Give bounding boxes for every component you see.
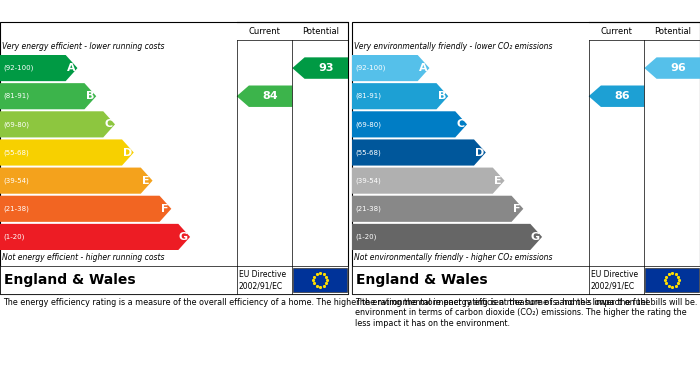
Text: B: B — [438, 91, 446, 101]
Bar — [293, 268, 347, 292]
Text: Not environmentally friendly - higher CO₂ emissions: Not environmentally friendly - higher CO… — [354, 253, 552, 262]
Polygon shape — [644, 57, 700, 79]
Text: E: E — [494, 176, 502, 186]
Text: 96: 96 — [671, 63, 686, 73]
Text: (92-100): (92-100) — [355, 65, 386, 71]
Polygon shape — [0, 140, 134, 165]
Text: G: G — [179, 232, 188, 242]
Text: (39-54): (39-54) — [355, 178, 381, 184]
Text: (1-20): (1-20) — [355, 234, 377, 240]
Polygon shape — [0, 196, 172, 222]
Text: England & Wales: England & Wales — [4, 273, 136, 287]
Polygon shape — [0, 83, 96, 109]
Polygon shape — [0, 168, 153, 194]
Text: 93: 93 — [318, 63, 334, 73]
Text: A: A — [66, 63, 75, 73]
Text: G: G — [531, 232, 540, 242]
Polygon shape — [352, 83, 448, 109]
Text: F: F — [513, 204, 521, 214]
Text: Environmental Impact (CO₂) Rating: Environmental Impact (CO₂) Rating — [356, 6, 574, 16]
Polygon shape — [0, 55, 78, 81]
Text: Energy Efficiency Rating: Energy Efficiency Rating — [4, 6, 157, 16]
Polygon shape — [589, 86, 644, 107]
Bar — [0, 266, 348, 294]
Polygon shape — [352, 224, 542, 250]
Polygon shape — [352, 196, 524, 222]
Text: (55-68): (55-68) — [3, 149, 29, 156]
Text: (39-54): (39-54) — [3, 178, 29, 184]
Text: Current: Current — [601, 27, 632, 36]
Text: C: C — [456, 119, 465, 129]
Text: (55-68): (55-68) — [355, 149, 381, 156]
Polygon shape — [352, 55, 430, 81]
Polygon shape — [0, 224, 190, 250]
Text: (92-100): (92-100) — [3, 65, 34, 71]
Text: EU Directive
2002/91/EC: EU Directive 2002/91/EC — [239, 270, 286, 290]
Text: 86: 86 — [615, 91, 631, 101]
Text: Very environmentally friendly - lower CO₂ emissions: Very environmentally friendly - lower CO… — [354, 42, 552, 51]
Polygon shape — [0, 111, 115, 137]
Text: Current: Current — [248, 27, 281, 36]
Text: The environmental impact rating is a measure of a home's impact on the environme: The environmental impact rating is a mea… — [356, 298, 687, 328]
Text: D: D — [475, 147, 484, 158]
Text: C: C — [104, 119, 113, 129]
Text: E: E — [142, 176, 150, 186]
Text: B: B — [85, 91, 94, 101]
Text: (69-80): (69-80) — [355, 121, 381, 127]
Text: (81-91): (81-91) — [355, 93, 381, 99]
Bar — [645, 268, 699, 292]
Polygon shape — [293, 57, 348, 79]
Text: D: D — [122, 147, 132, 158]
Polygon shape — [352, 140, 486, 165]
Text: England & Wales: England & Wales — [356, 273, 488, 287]
Text: (81-91): (81-91) — [3, 93, 29, 99]
Text: (1-20): (1-20) — [3, 234, 25, 240]
Text: (21-38): (21-38) — [3, 206, 29, 212]
Text: (69-80): (69-80) — [3, 121, 29, 127]
Text: Potential: Potential — [302, 27, 339, 36]
Text: EU Directive
2002/91/EC: EU Directive 2002/91/EC — [591, 270, 638, 290]
Text: Potential: Potential — [654, 27, 691, 36]
Text: Very energy efficient - lower running costs: Very energy efficient - lower running co… — [2, 42, 164, 51]
Polygon shape — [237, 86, 293, 107]
Text: F: F — [161, 204, 169, 214]
Text: A: A — [419, 63, 427, 73]
Polygon shape — [352, 168, 505, 194]
Text: (21-38): (21-38) — [355, 206, 381, 212]
Text: The energy efficiency rating is a measure of the overall efficiency of a home. T: The energy efficiency rating is a measur… — [4, 298, 698, 307]
Bar — [352, 266, 700, 294]
Text: 84: 84 — [262, 91, 279, 101]
Text: Not energy efficient - higher running costs: Not energy efficient - higher running co… — [2, 253, 164, 262]
Polygon shape — [352, 111, 467, 137]
